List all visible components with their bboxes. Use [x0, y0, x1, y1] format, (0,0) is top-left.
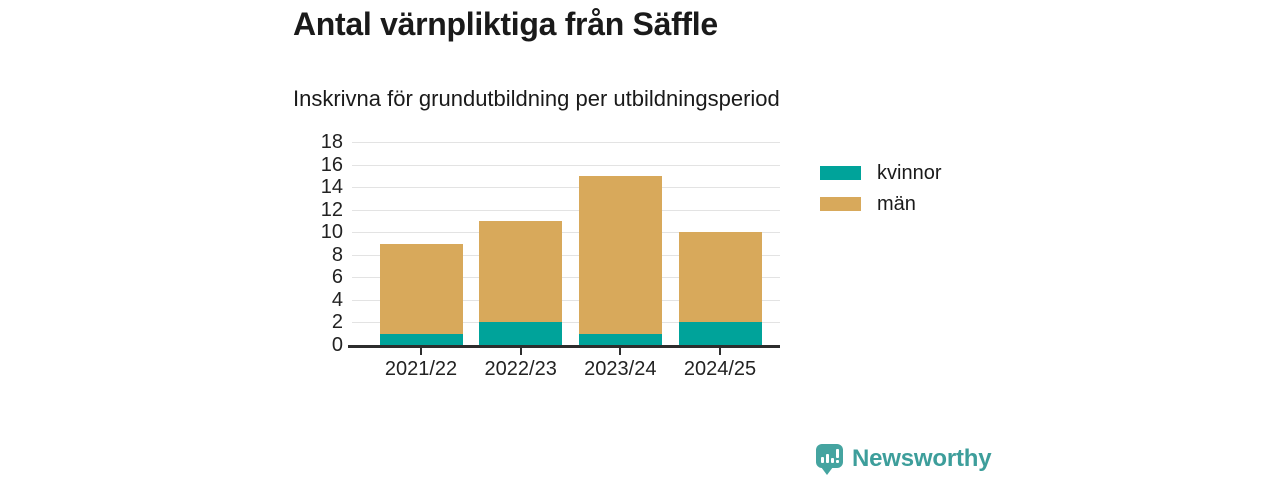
y-axis-label-16: 16	[320, 153, 343, 176]
page-title: Antal värnpliktiga från Säffle	[293, 6, 718, 42]
brand-name: Newsworthy	[852, 445, 992, 472]
brand-footer: Newsworthy	[816, 443, 1016, 479]
legend-label: kvinnor	[877, 162, 942, 184]
newsworthy-logo-icon	[816, 444, 843, 475]
y-axis-label-2: 2	[331, 311, 343, 334]
gridline-16	[352, 164, 780, 166]
gridline-14	[352, 187, 780, 189]
legend-swatch-icon	[820, 166, 861, 180]
logo-bar-icon	[826, 454, 829, 463]
legend-label: män	[877, 193, 916, 215]
logo-bar-icon	[821, 457, 824, 463]
bar-segment-män-2022/23	[479, 220, 563, 323]
x-axis-tick-2023/24	[619, 348, 622, 355]
legend-swatch-icon	[820, 197, 861, 211]
bar-segment-män-2024/25	[678, 232, 762, 323]
logo-exclamation-icon	[836, 460, 839, 463]
gridline-12	[352, 209, 780, 211]
gridline-6	[352, 277, 780, 279]
x-axis-tick-2024/25	[719, 348, 721, 355]
y-axis-label-18: 18	[320, 131, 343, 153]
legend: kvinnor män	[820, 162, 941, 224]
legend-item-kvinnor: kvinnor	[820, 162, 941, 184]
logo-bar-icon	[831, 458, 834, 463]
bar-segment-kvinnor-2022/23	[479, 322, 563, 345]
logo-exclamation-icon	[836, 449, 839, 458]
y-axis-label-8: 8	[331, 243, 343, 266]
x-axis-label-2023/24: 2023/24	[584, 358, 657, 380]
y-axis-label-6: 6	[331, 266, 343, 289]
chart-subtitle: Inskrivna för grundutbildning per utbild…	[293, 86, 780, 111]
x-axis-line	[348, 345, 780, 348]
x-axis-label-2022/23: 2022/23	[484, 358, 557, 380]
bar-segment-kvinnor-2021/22	[379, 333, 463, 345]
y-axis-label-12: 12	[320, 198, 343, 221]
bar-segment-män-2023/24	[578, 175, 662, 334]
x-axis-tick-2021/22	[420, 348, 422, 355]
x-axis-tick-2022/23	[519, 348, 522, 355]
bar-segment-män-2021/22	[379, 243, 463, 334]
y-axis-label-14: 14	[320, 176, 343, 199]
gridline-4	[352, 299, 780, 301]
x-axis-label-2021/22: 2021/22	[384, 358, 458, 380]
gridline-2	[352, 322, 780, 324]
x-axis-label-2024/25: 2024/25	[683, 358, 757, 380]
bar-segment-kvinnor-2024/25	[678, 322, 762, 345]
y-axis-label-0: 0	[331, 334, 343, 356]
legend-item-män: män	[820, 193, 941, 215]
y-axis-label-10: 10	[320, 221, 343, 244]
speech-bubble-tail-icon	[821, 467, 833, 475]
y-axis-label-4: 4	[331, 288, 343, 311]
gridline-10	[352, 232, 780, 234]
gridline-8	[352, 254, 780, 256]
gridline-18	[352, 142, 780, 143]
bar-segment-kvinnor-2023/24	[578, 333, 662, 345]
